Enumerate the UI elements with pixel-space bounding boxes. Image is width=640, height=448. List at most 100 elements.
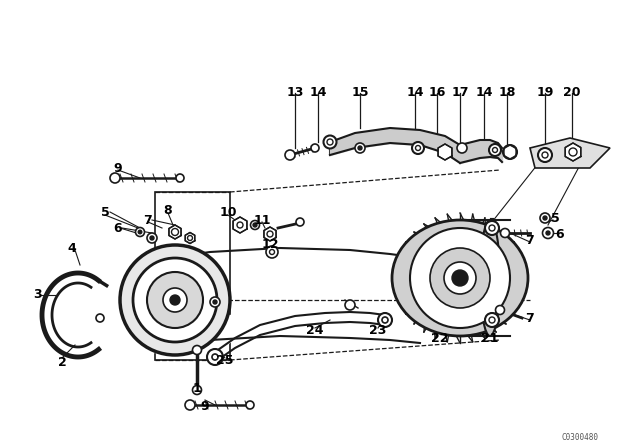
Circle shape xyxy=(543,216,547,220)
Circle shape xyxy=(311,144,319,152)
Circle shape xyxy=(412,142,424,154)
Circle shape xyxy=(212,354,218,360)
Text: 14: 14 xyxy=(406,86,424,99)
Circle shape xyxy=(147,272,203,328)
Circle shape xyxy=(267,231,273,237)
Text: 19: 19 xyxy=(536,86,554,99)
Circle shape xyxy=(269,250,275,254)
Circle shape xyxy=(266,246,278,258)
Text: 9: 9 xyxy=(114,161,122,175)
Circle shape xyxy=(410,228,510,328)
Ellipse shape xyxy=(480,220,500,336)
Polygon shape xyxy=(504,145,516,159)
Text: 24: 24 xyxy=(307,323,324,336)
Text: C0300480: C0300480 xyxy=(561,432,598,441)
Circle shape xyxy=(237,222,243,228)
Circle shape xyxy=(207,349,223,365)
Circle shape xyxy=(172,228,179,236)
Circle shape xyxy=(246,401,254,409)
Circle shape xyxy=(136,228,145,237)
Circle shape xyxy=(569,148,577,156)
Circle shape xyxy=(250,220,259,229)
Circle shape xyxy=(489,317,495,323)
Circle shape xyxy=(138,230,142,234)
Circle shape xyxy=(452,270,468,286)
Text: 5: 5 xyxy=(550,211,559,224)
Text: 12: 12 xyxy=(261,238,279,251)
Circle shape xyxy=(382,317,388,323)
Circle shape xyxy=(170,295,180,305)
Circle shape xyxy=(133,258,217,342)
Polygon shape xyxy=(438,144,452,160)
Circle shape xyxy=(444,262,476,294)
Circle shape xyxy=(163,288,187,312)
Circle shape xyxy=(543,228,554,238)
Text: 7: 7 xyxy=(525,233,534,246)
Circle shape xyxy=(96,314,104,322)
Text: 5: 5 xyxy=(100,206,109,219)
Circle shape xyxy=(495,306,504,314)
Polygon shape xyxy=(565,143,580,161)
Circle shape xyxy=(489,144,501,156)
Polygon shape xyxy=(530,138,610,168)
Text: 13: 13 xyxy=(286,86,304,99)
Circle shape xyxy=(489,225,495,231)
Circle shape xyxy=(538,148,552,162)
Text: 3: 3 xyxy=(34,289,42,302)
Text: 17: 17 xyxy=(451,86,468,99)
Circle shape xyxy=(358,146,362,150)
Text: 11: 11 xyxy=(253,214,271,227)
Text: 1: 1 xyxy=(193,382,202,395)
Circle shape xyxy=(185,400,195,410)
Text: 10: 10 xyxy=(220,207,237,220)
Text: 14: 14 xyxy=(476,86,493,99)
Circle shape xyxy=(327,139,333,145)
Circle shape xyxy=(176,174,184,182)
Circle shape xyxy=(213,300,217,304)
Circle shape xyxy=(430,248,490,308)
Circle shape xyxy=(147,233,157,243)
Text: 8: 8 xyxy=(164,203,172,216)
Text: 6: 6 xyxy=(114,221,122,234)
Circle shape xyxy=(355,143,365,153)
Circle shape xyxy=(193,345,202,354)
Polygon shape xyxy=(233,217,247,233)
Circle shape xyxy=(110,173,120,183)
Circle shape xyxy=(485,313,499,327)
Circle shape xyxy=(415,146,420,151)
Circle shape xyxy=(485,221,499,235)
Circle shape xyxy=(296,218,304,226)
Ellipse shape xyxy=(392,220,528,336)
Circle shape xyxy=(210,297,220,307)
Text: 2: 2 xyxy=(58,356,67,369)
Text: 15: 15 xyxy=(351,86,369,99)
Text: 6: 6 xyxy=(556,228,564,241)
Text: 4: 4 xyxy=(68,241,76,254)
Text: 25: 25 xyxy=(216,353,234,366)
Circle shape xyxy=(253,223,257,227)
Circle shape xyxy=(150,236,154,240)
Circle shape xyxy=(323,135,337,148)
Text: 21: 21 xyxy=(481,332,499,345)
Polygon shape xyxy=(169,225,181,239)
Circle shape xyxy=(540,213,550,223)
Text: 7: 7 xyxy=(525,311,534,324)
Text: 20: 20 xyxy=(563,86,580,99)
Circle shape xyxy=(493,147,497,152)
Circle shape xyxy=(546,231,550,235)
Polygon shape xyxy=(185,233,195,244)
Text: 22: 22 xyxy=(431,332,449,345)
Text: 16: 16 xyxy=(428,86,445,99)
Circle shape xyxy=(500,228,509,237)
Text: 9: 9 xyxy=(201,400,209,413)
Circle shape xyxy=(188,236,193,241)
Polygon shape xyxy=(264,227,276,241)
Text: 7: 7 xyxy=(143,214,152,227)
Circle shape xyxy=(285,150,295,160)
Circle shape xyxy=(542,152,548,158)
Circle shape xyxy=(120,245,230,355)
Text: 14: 14 xyxy=(309,86,327,99)
Circle shape xyxy=(345,300,355,310)
Text: 23: 23 xyxy=(369,323,387,336)
Circle shape xyxy=(503,145,517,159)
